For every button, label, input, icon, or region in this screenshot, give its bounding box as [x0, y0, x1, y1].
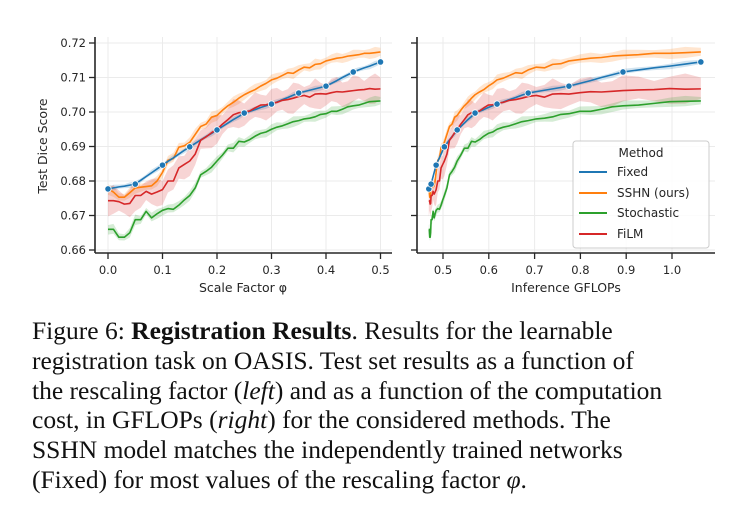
caption-text: ) for the considered methods. The — [267, 405, 611, 435]
x-tick-label: 1.0 — [663, 263, 681, 277]
band-stochastic — [108, 95, 381, 241]
data-point-fixed — [240, 109, 248, 117]
caption-line: (Fixed) for most values of the rescaling… — [32, 465, 732, 495]
data-point-fixed — [453, 126, 461, 134]
legend-entry-sshn: SSHN (ours) — [579, 186, 690, 200]
data-point-fixed — [471, 109, 479, 117]
caption-text: the rescaling factor ( — [32, 375, 243, 405]
x-tick-label: 0.0 — [99, 263, 117, 277]
y-tick-label: 0.71 — [60, 71, 86, 85]
legend-label: SSHN (ours) — [617, 186, 690, 200]
legend-entry-fixed: Fixed — [579, 165, 648, 179]
y-tick-label: 0.72 — [60, 36, 86, 50]
series-line-sshn-ours — [107, 51, 381, 199]
caption-text: . Results for the learnable — [351, 316, 613, 345]
caption-text: SSHN model matches the independently tra… — [32, 435, 623, 465]
data-point-fixed — [104, 185, 112, 193]
y-tick-label: 0.67 — [60, 209, 86, 223]
caption-text: (Fixed) for most values of the rescaling… — [32, 464, 507, 494]
right-chart: 0.5 0.6 0.7 0.8 0.9 1.0 Inference GFLOPs Meth… — [411, 37, 715, 295]
legend-entry-film: FiLM — [579, 227, 643, 241]
left-x-axis-label: Scale Factor φ — [199, 280, 287, 295]
figure: 0.66 0.67 0.68 0.69 0.70 0.71 0.72 0.0 0.1 0.2 0.3… — [35, 36, 715, 295]
caption-line: SSHN model matches the independently tra… — [32, 435, 732, 465]
right-x-axis-label: Inference GFLOPs — [511, 280, 621, 295]
left-chart: 0.66 0.67 0.68 0.69 0.70 0.71 0.72 0.0 0.1 0.2 0.3… — [35, 36, 392, 295]
caption-text: cost, in GFLOPs ( — [32, 405, 218, 435]
data-point-fixed — [267, 100, 276, 108]
x-tick-label: 0.5 — [371, 263, 389, 277]
series-line-stochastic — [428, 100, 701, 239]
caption-italic: right — [217, 405, 268, 435]
data-point-fixed — [565, 82, 573, 90]
caption-line: Figure 6: Registration Results. Results … — [32, 316, 732, 346]
legend: Method Fixed SSHN (ours) Stochastic FiLM — [572, 140, 710, 249]
data-point-fixed — [158, 161, 167, 169]
data-point-fixed — [213, 126, 221, 134]
x-tick-label: 0.8 — [571, 263, 589, 277]
band-film — [428, 73, 701, 218]
y-tick-label: 0.68 — [60, 174, 86, 188]
x-tick-label: 0.6 — [480, 263, 498, 277]
data-point-fixed — [524, 89, 532, 97]
y-tick-label: 0.70 — [60, 105, 86, 119]
caption-italic: left — [242, 375, 275, 405]
band-stochastic — [428, 95, 701, 241]
data-point-fixed — [432, 161, 440, 169]
data-point-fixed — [131, 180, 139, 188]
x-tick-label: 0.9 — [617, 263, 635, 277]
data-point-fixed — [295, 89, 303, 97]
caption-line: the rescaling factor (left) and as a fun… — [32, 376, 732, 406]
legend-entry-stochastic: Stochastic — [579, 206, 679, 220]
left-y-axis-label: Test Dice Score — [35, 98, 50, 195]
x-tick-label: 0.2 — [208, 263, 226, 277]
right-axes: 0.5 0.6 0.7 0.8 0.9 1.0 — [411, 37, 715, 277]
left-fixed-markers — [104, 58, 385, 193]
data-point-fixed — [349, 68, 357, 76]
x-tick-label: 0.5 — [434, 263, 452, 277]
data-point-fixed — [493, 100, 501, 108]
left-grid — [95, 37, 392, 253]
caption-line: registration task on OASIS. Test set res… — [32, 346, 732, 376]
caption-text: . — [520, 464, 527, 494]
data-point-fixed — [619, 68, 627, 76]
caption-text: ) and as a function of the computation — [274, 375, 663, 405]
x-tick-label: 0.1 — [153, 263, 171, 277]
x-tick-label: 0.4 — [317, 263, 335, 277]
caption-text: Figure 6: — [32, 316, 132, 345]
left-axes: 0.66 0.67 0.68 0.69 0.70 0.71 0.72 0.0 0.1 0.2 0.3… — [60, 36, 392, 277]
y-tick-label: 0.66 — [60, 243, 86, 257]
legend-label: FiLM — [617, 227, 643, 241]
data-point-fixed — [186, 143, 194, 151]
x-tick-label: 0.7 — [525, 263, 543, 277]
y-tick-label: 0.69 — [60, 140, 86, 154]
figure-caption: Figure 6: Registration Results. Results … — [32, 316, 732, 495]
left-confidence-bands — [108, 46, 381, 241]
data-point-fixed — [697, 58, 705, 66]
caption-line: cost, in GFLOPs (right) for the consider… — [32, 405, 732, 435]
data-point-fixed — [427, 180, 435, 188]
legend-label: Fixed — [617, 165, 648, 179]
x-tick-label: 0.3 — [262, 263, 280, 277]
data-point-fixed — [322, 82, 330, 90]
caption-bold-title: Registration Results — [131, 316, 352, 345]
caption-italic: φ — [506, 464, 521, 494]
caption-text: registration task on OASIS. Test set res… — [32, 345, 634, 375]
series-line-stochastic — [108, 100, 381, 239]
right-fixed-markers — [425, 58, 705, 193]
band-film — [108, 73, 381, 218]
data-point-fixed — [376, 58, 385, 66]
legend-box — [572, 140, 710, 249]
data-point-fixed — [440, 143, 448, 151]
legend-title: Method — [618, 146, 663, 160]
legend-label: Stochastic — [617, 206, 679, 220]
